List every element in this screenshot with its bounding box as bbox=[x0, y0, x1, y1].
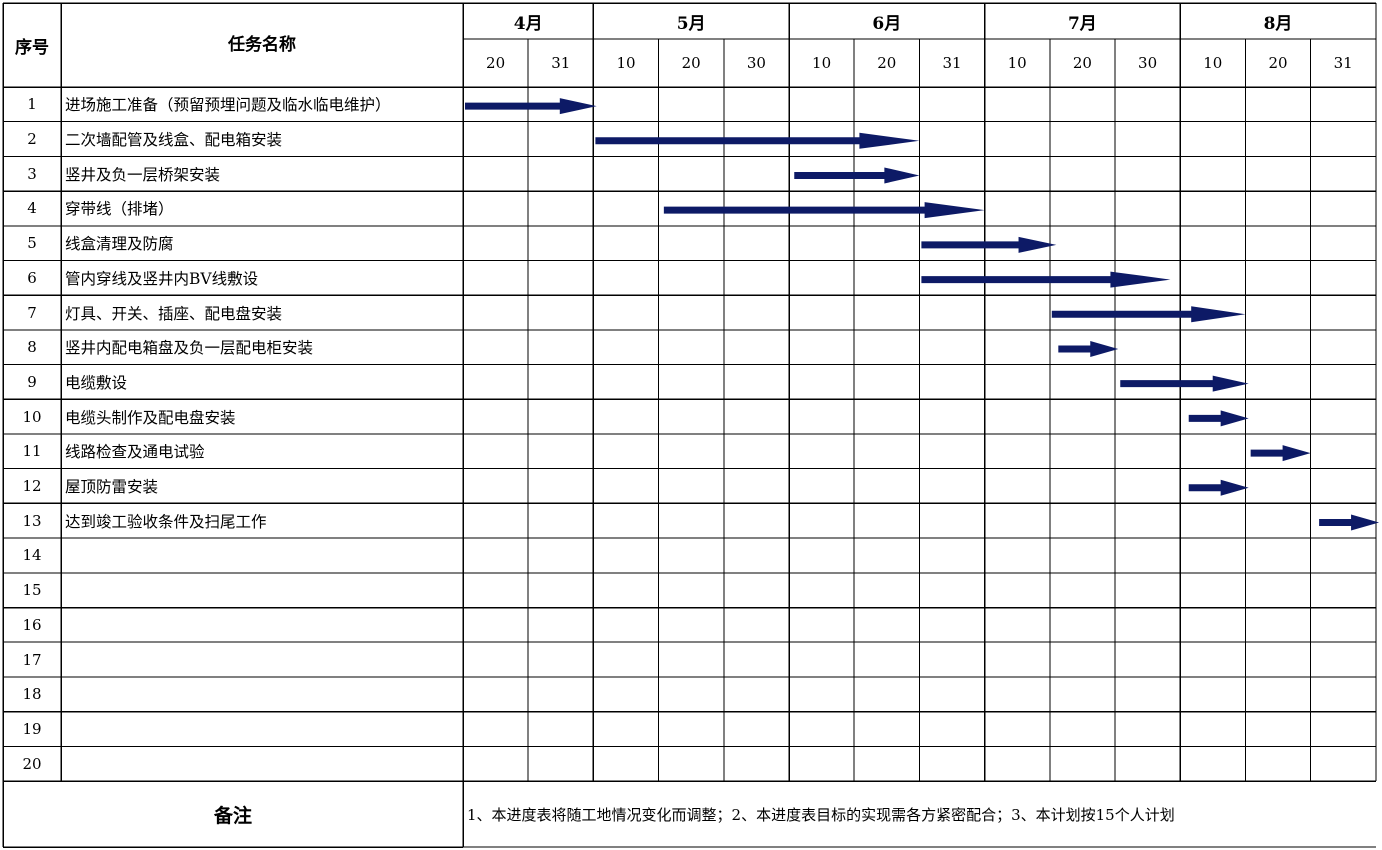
day-header: 30 bbox=[746, 54, 766, 72]
row-number: 8 bbox=[27, 338, 37, 357]
row-number: 3 bbox=[27, 164, 37, 183]
row-number: 11 bbox=[22, 442, 42, 461]
row-number: 12 bbox=[22, 477, 42, 496]
month-header: 7月 bbox=[1067, 13, 1097, 34]
gantt-bar-task-8 bbox=[1058, 340, 1119, 357]
task-name: 进场施工准备（预留预埋问题及临水临电维护） bbox=[65, 96, 391, 115]
task-name: 电缆头制作及配电盘安装 bbox=[65, 408, 236, 427]
day-header: 30 bbox=[1138, 54, 1158, 72]
row-number: 4 bbox=[27, 199, 37, 218]
day-header: 20 bbox=[1268, 54, 1288, 72]
gantt-bar-task-6 bbox=[921, 271, 1171, 288]
task-name: 屋顶防雷安装 bbox=[65, 478, 159, 497]
task-name: 线路检查及通电试验 bbox=[65, 443, 205, 462]
header-seq: 序号 bbox=[15, 37, 49, 58]
day-header: 20 bbox=[1072, 54, 1092, 72]
gantt-bar-task-10 bbox=[1188, 410, 1249, 427]
day-header: 20 bbox=[681, 54, 701, 72]
day-header: 31 bbox=[942, 54, 962, 72]
row-number: 16 bbox=[22, 615, 42, 634]
month-header: 8月 bbox=[1263, 13, 1293, 34]
day-header: 10 bbox=[616, 54, 636, 72]
row-number: 20 bbox=[22, 754, 42, 773]
remark-label: 备注 bbox=[213, 804, 252, 827]
row-number: 5 bbox=[27, 234, 37, 253]
day-header: 20 bbox=[486, 54, 506, 72]
gantt-bar-task-5 bbox=[921, 236, 1057, 253]
day-header: 31 bbox=[1333, 54, 1353, 72]
month-header: 6月 bbox=[872, 13, 902, 34]
task-name: 灯具、开关、插座、配电盘安装 bbox=[65, 304, 283, 323]
row-number: 13 bbox=[22, 511, 42, 530]
gantt-bar-task-1 bbox=[465, 98, 597, 115]
gantt-bar-task-12 bbox=[1188, 479, 1249, 496]
gantt-bar-task-11 bbox=[1250, 445, 1311, 462]
row-number: 6 bbox=[27, 268, 37, 287]
row-number: 14 bbox=[22, 546, 42, 565]
row-number: 1 bbox=[27, 95, 37, 114]
day-header: 10 bbox=[1007, 54, 1027, 72]
row-number: 15 bbox=[22, 581, 42, 600]
task-name: 线盒清理及防腐 bbox=[65, 235, 174, 254]
task-name: 二次墙配管及线盒、配电箱安装 bbox=[65, 131, 283, 150]
gantt-bar-task-2 bbox=[595, 132, 920, 149]
day-header: 10 bbox=[1203, 54, 1223, 72]
day-header: 31 bbox=[551, 54, 571, 72]
remark-text: 1、本进度表将随工地情况变化而调整；2、本进度表目标的实现需各方紧密配合；3、本… bbox=[467, 805, 1175, 824]
month-header: 5月 bbox=[676, 13, 706, 34]
gantt-bar-task-3 bbox=[794, 167, 920, 184]
gantt-bar-task-13 bbox=[1319, 514, 1380, 531]
gantt-bar-task-4 bbox=[663, 202, 985, 219]
row-number: 10 bbox=[22, 407, 42, 426]
header-task-name: 任务名称 bbox=[228, 34, 296, 55]
month-header: 4月 bbox=[513, 13, 543, 34]
task-name: 竖井内配电箱盘及负一层配电柜安装 bbox=[65, 339, 314, 358]
day-header: 20 bbox=[877, 54, 897, 72]
task-name: 穿带线（排堵） bbox=[65, 200, 174, 219]
day-header: 10 bbox=[812, 54, 832, 72]
gantt-bar-task-9 bbox=[1120, 375, 1249, 392]
row-number: 17 bbox=[22, 650, 42, 669]
row-number: 9 bbox=[27, 372, 37, 391]
task-name: 竖井及负一层桥架安装 bbox=[65, 165, 221, 184]
task-name: 达到竣工验收条件及扫尾工作 bbox=[65, 512, 267, 531]
gantt-bar-task-7 bbox=[1051, 306, 1246, 323]
row-number: 2 bbox=[27, 130, 37, 149]
task-name: 电缆敷设 bbox=[65, 373, 128, 392]
row-number: 19 bbox=[22, 719, 42, 738]
row-number: 7 bbox=[27, 303, 37, 322]
task-name: 管内穿线及竖井内BV线敷设 bbox=[65, 269, 259, 288]
row-number: 18 bbox=[22, 685, 42, 704]
